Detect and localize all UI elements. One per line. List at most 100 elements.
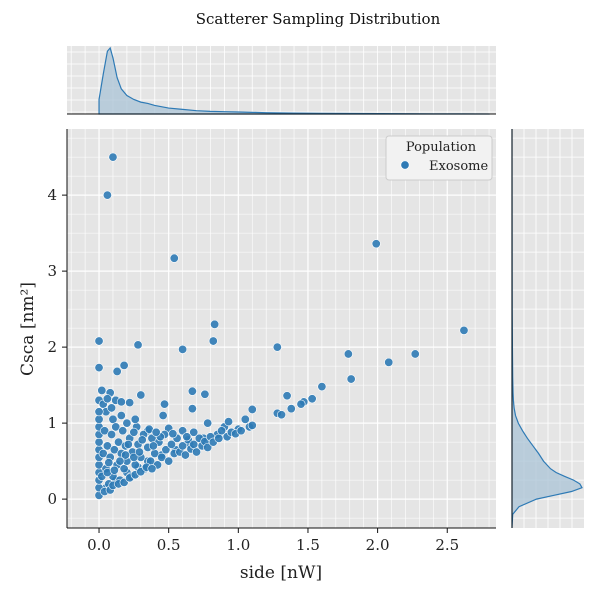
- data-point: [118, 426, 128, 436]
- data-point: [109, 465, 119, 475]
- data-point: [121, 450, 131, 460]
- data-point: [108, 152, 118, 162]
- data-point: [158, 411, 168, 421]
- top-marginal-grid: [67, 46, 496, 114]
- data-point: [214, 433, 224, 443]
- data-point: [129, 427, 139, 437]
- data-point: [192, 447, 202, 457]
- data-point: [151, 427, 161, 437]
- x-axis-label: side [nW]: [240, 563, 322, 583]
- data-point: [208, 336, 218, 346]
- data-point: [119, 360, 129, 370]
- data-point: [459, 325, 469, 335]
- data-point: [182, 432, 192, 442]
- data-point: [317, 382, 327, 392]
- x-tick-label: 1.5: [296, 536, 320, 554]
- data-point: [296, 399, 306, 409]
- x-tick-label: 2.0: [366, 536, 390, 554]
- legend-box: [385, 135, 493, 181]
- data-point: [384, 357, 394, 367]
- data-point: [147, 464, 157, 474]
- data-point: [164, 456, 174, 466]
- data-point: [112, 366, 122, 376]
- data-point: [169, 253, 179, 263]
- scatter-points: [94, 152, 469, 500]
- data-point: [134, 447, 144, 457]
- data-point: [203, 418, 213, 428]
- data-point: [203, 442, 213, 452]
- data-point: [104, 458, 114, 468]
- data-point: [236, 426, 246, 436]
- data-point: [276, 410, 286, 420]
- data-point: [102, 441, 112, 451]
- data-point: [200, 389, 210, 399]
- data-point: [130, 414, 140, 424]
- data-point: [94, 437, 104, 447]
- data-point: [161, 445, 171, 455]
- data-point: [178, 441, 188, 451]
- data-point: [125, 398, 135, 408]
- data-point: [111, 422, 121, 432]
- data-point: [217, 426, 227, 436]
- legend-entry-exosome: Exosome: [429, 159, 488, 174]
- data-point: [94, 363, 104, 373]
- data-point: [240, 414, 250, 424]
- y-axis-ticks: 0 1 2 3 4: [47, 186, 67, 508]
- data-point: [307, 394, 317, 404]
- data-point: [247, 420, 257, 430]
- y-tick-label: 0: [47, 490, 57, 508]
- data-point: [108, 414, 118, 424]
- data-point: [107, 403, 117, 413]
- data-point: [116, 411, 126, 421]
- data-point: [102, 190, 112, 200]
- data-point: [157, 452, 167, 462]
- data-point: [136, 390, 146, 400]
- data-point: [100, 426, 110, 436]
- data-point: [148, 441, 158, 451]
- data-point: [180, 450, 190, 460]
- y-tick-label: 3: [47, 262, 57, 280]
- data-point: [410, 349, 420, 359]
- legend: Population Exosome: [385, 135, 493, 181]
- data-point: [168, 429, 178, 439]
- data-point: [166, 439, 176, 449]
- legend-title: Population: [406, 140, 477, 155]
- x-tick-label: 1.0: [226, 536, 250, 554]
- data-point: [286, 404, 296, 414]
- data-point: [133, 340, 143, 350]
- data-point: [129, 452, 139, 462]
- data-point: [187, 386, 197, 396]
- data-point: [102, 394, 112, 404]
- data-point: [137, 435, 147, 445]
- legend-marker: [400, 160, 410, 170]
- data-point: [160, 399, 170, 409]
- data-point: [94, 407, 104, 417]
- data-point: [272, 342, 282, 352]
- data-point: [97, 385, 107, 395]
- data-point: [123, 439, 133, 449]
- data-point: [343, 349, 353, 359]
- data-point: [346, 374, 356, 384]
- y-axis-label: Csca [nm²]: [18, 282, 38, 376]
- y-tick-label: 1: [47, 414, 57, 432]
- y-tick-label: 2: [47, 338, 57, 356]
- data-point: [114, 437, 124, 447]
- data-point: [94, 336, 104, 346]
- data-point: [224, 417, 234, 427]
- data-point: [282, 391, 292, 401]
- data-point: [371, 239, 381, 249]
- y-tick-label: 4: [47, 186, 57, 204]
- x-tick-label: 0.0: [87, 536, 111, 554]
- data-point: [130, 460, 140, 470]
- x-tick-label: 0.5: [157, 536, 181, 554]
- x-tick-label: 2.5: [435, 536, 459, 554]
- data-point: [107, 430, 117, 440]
- data-point: [116, 397, 126, 407]
- data-point: [98, 449, 108, 459]
- main-plot-background: [67, 129, 496, 528]
- data-point: [247, 404, 257, 414]
- data-point: [94, 414, 104, 424]
- data-point: [187, 404, 197, 414]
- data-point: [178, 344, 188, 354]
